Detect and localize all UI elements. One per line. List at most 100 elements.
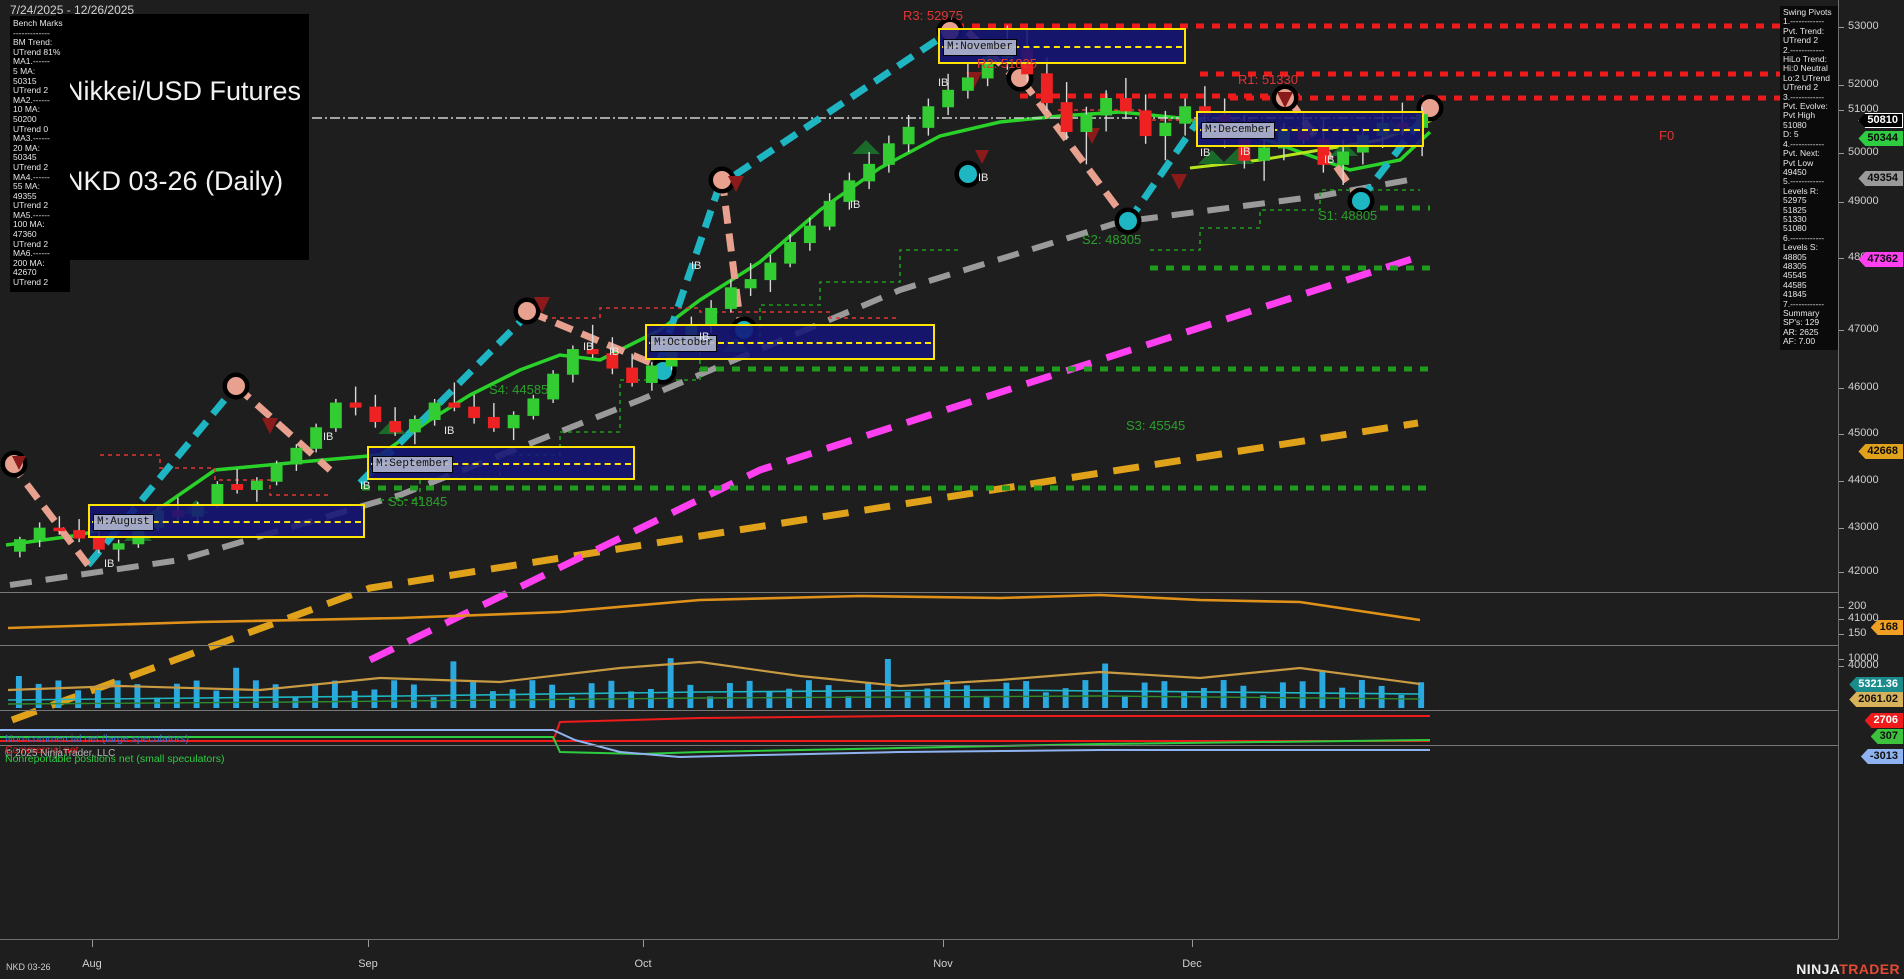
price-axis[interactable]: 5300052000510005000049000480004700046000…	[1838, 0, 1904, 939]
inside-bar-label: IB	[1240, 146, 1251, 158]
candle-body	[487, 416, 500, 429]
swing-pivot-line: Lo:2 UTrend	[1783, 72, 1830, 83]
candle-body	[290, 447, 303, 465]
price-marker-tag[interactable]: 42668	[1858, 444, 1903, 459]
swing-pivot-line: 41845	[1783, 289, 1807, 300]
time-axis[interactable]: Aug Sep Oct Nov Dec NKD 03-26	[0, 939, 1838, 979]
swing-pivot-line: Pvt. Trend:	[1783, 25, 1825, 36]
indicator-value-tag[interactable]: 168	[1870, 620, 1903, 635]
axis-tick-mark	[1839, 572, 1844, 573]
axis-tick-label: 200	[1848, 600, 1867, 612]
candle-body	[744, 279, 757, 289]
volume-bar	[213, 690, 220, 708]
support-level-label: S2: 48305	[1082, 232, 1142, 247]
candle-body	[112, 543, 125, 550]
title-line-2: NKD 03-26 (Daily)	[64, 166, 284, 196]
bench-mark-line: MA5.------	[13, 209, 50, 220]
volume-bar	[1378, 685, 1385, 708]
pane-separator-1	[0, 592, 1838, 593]
volume-bar	[1121, 695, 1128, 708]
volume-bar	[1279, 682, 1286, 708]
volume-bar	[509, 689, 516, 708]
bench-marks-panel: Bench Marks ------------- BM Trend: UTren…	[10, 16, 70, 292]
cot-legend-entry: Nonreportable positions net (small specu…	[5, 753, 225, 765]
inside-bar-label: IB	[609, 346, 620, 358]
volume-bar	[1200, 687, 1207, 708]
candle-body	[606, 353, 619, 369]
inside-bar-label: IB	[104, 558, 115, 570]
candle-body	[329, 402, 342, 429]
bench-mark-line: 49355	[13, 190, 37, 201]
volume-bar	[233, 667, 240, 708]
axis-tick-mark	[1839, 528, 1844, 529]
swing-pivot-line: 4.------------	[1783, 138, 1825, 149]
swing-pivot-line: 51330	[1783, 213, 1807, 224]
indicator-value-tag[interactable]: 2706	[1864, 713, 1903, 728]
month-label[interactable]: M:August	[93, 514, 154, 531]
indicator-value-tag[interactable]: 307	[1870, 729, 1903, 744]
candle-body	[270, 463, 283, 482]
swing-pivot-line: 51080	[1783, 119, 1807, 130]
swing-pivots-heading: Swing Pivots	[1783, 7, 1832, 17]
axis-tick-mark	[1839, 202, 1844, 203]
axis-tick-mark	[1839, 481, 1844, 482]
bench-mark-line: 55 MA:	[13, 181, 40, 192]
candle-body	[369, 406, 382, 423]
chart-title: Nikkei/USD Futures NKD 03-26 (Daily)	[56, 14, 310, 260]
axis-tick-mark	[1839, 27, 1844, 28]
swing-pivot-line: 5.------------	[1783, 176, 1825, 187]
volume-bar	[1299, 681, 1306, 708]
swing-pivot-line: UTrend 2	[1783, 35, 1819, 46]
candle-body	[53, 527, 66, 532]
axis-tick-mark	[1839, 666, 1844, 667]
swing-pivot-line: 6.------------	[1783, 232, 1825, 243]
volume-bar	[707, 696, 714, 708]
resistance-level-label: R2: 51825	[977, 56, 1037, 71]
candle-body	[211, 484, 224, 506]
candle-body	[547, 373, 560, 400]
indicator-value-tag[interactable]: 2061.02	[1849, 692, 1903, 707]
volume-bar	[1161, 681, 1168, 708]
price-marker-tag[interactable]: 50810	[1858, 113, 1903, 128]
axis-tick-mark	[1839, 434, 1844, 435]
inside-bar-label: IB	[360, 480, 371, 492]
indicator-value-tag[interactable]: 5321.36	[1849, 677, 1903, 692]
volume-bar	[628, 691, 635, 708]
price-marker-tag[interactable]: 50344	[1858, 131, 1903, 146]
volume-bar	[746, 680, 753, 708]
candle-body	[1040, 73, 1053, 104]
month-range-box[interactable]	[645, 324, 935, 360]
candle-body	[1258, 147, 1271, 161]
bench-marks-rule: -------------	[13, 27, 50, 38]
price-marker-tag[interactable]: 49354	[1858, 171, 1903, 186]
candle-body	[586, 349, 599, 355]
volume-bar	[924, 688, 931, 708]
month-label[interactable]: M:November	[943, 39, 1018, 56]
bench-mark-line: UTrend 2	[13, 161, 49, 172]
candle-body	[863, 163, 876, 182]
axis-tick-label: 52000	[1848, 78, 1879, 90]
time-axis-tick-mark	[368, 940, 369, 947]
month-range-box[interactable]	[367, 446, 635, 480]
volume-bar	[252, 680, 259, 708]
axis-tick-label: 47000	[1848, 323, 1879, 335]
candle-body	[92, 537, 105, 550]
logo-trader: TRADER	[1839, 961, 1900, 977]
candle-body	[250, 480, 263, 490]
inside-bar-label: IB	[699, 331, 710, 343]
month-label[interactable]: M:September	[372, 456, 453, 473]
candle-body	[349, 402, 362, 408]
candle-body	[1337, 151, 1350, 165]
candle-body	[566, 349, 579, 375]
axis-tick-label: 51000	[1848, 103, 1879, 115]
indicator-value-tag[interactable]: -3013	[1860, 749, 1903, 764]
month-range-box[interactable]	[88, 504, 365, 538]
inside-bar-label: IB	[938, 77, 949, 89]
volume-bar	[549, 684, 556, 708]
month-label[interactable]: M:October	[650, 335, 718, 352]
candle-body	[645, 365, 658, 383]
volume-bar	[884, 658, 891, 708]
month-label[interactable]: M:December	[1201, 122, 1276, 139]
title-line-1: Nikkei/USD Futures	[64, 76, 302, 106]
price-marker-tag[interactable]: 47362	[1858, 252, 1903, 267]
